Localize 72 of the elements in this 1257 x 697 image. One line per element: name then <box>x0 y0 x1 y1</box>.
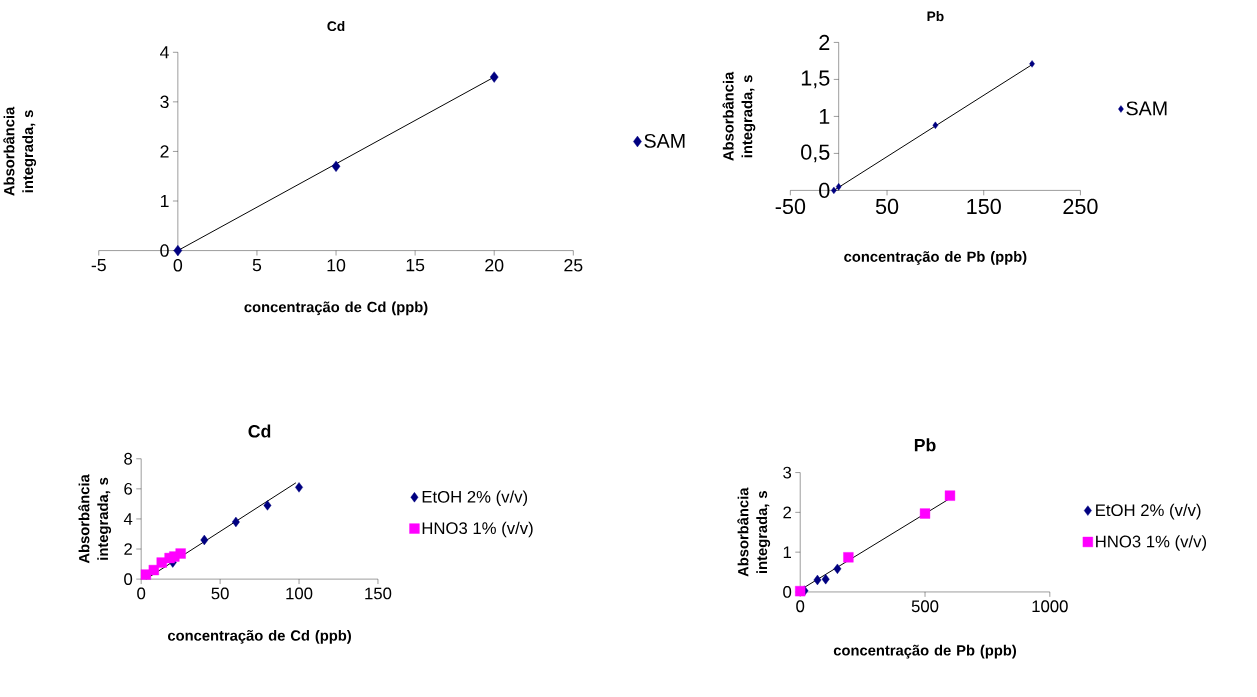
y-tick-label: 0 <box>160 244 169 258</box>
y-tick-label: 2 <box>160 145 169 158</box>
y-tick-label: 0 <box>124 573 133 586</box>
y-tick-label: 3 <box>783 466 792 479</box>
y-tick-label: 0 <box>819 182 830 199</box>
point <box>919 508 931 519</box>
point <box>835 183 842 191</box>
point <box>932 121 939 130</box>
x-tick-label: 50 <box>875 199 899 215</box>
x-tick-label: 0 <box>173 259 183 272</box>
x-tick-label: 100 <box>286 587 313 600</box>
point <box>944 490 956 502</box>
point <box>148 565 159 576</box>
y-axis-title: Absorbância integrada, s <box>3 106 37 196</box>
x-tick-label: 5 <box>252 259 262 272</box>
point <box>173 245 183 257</box>
y-axis-title: Absorbância integrada, s <box>78 474 112 564</box>
x-axis-title: concentração de Cd (ppb) <box>167 630 351 644</box>
chart-title: Cd <box>327 21 345 32</box>
x-axis-title: concentração de Cd (ppb) <box>244 301 428 316</box>
x-tick-label: 1000 <box>1032 600 1068 613</box>
point <box>489 71 499 83</box>
x-tick-label: 500 <box>911 600 939 613</box>
chart-title: Pb <box>914 438 936 452</box>
y-tick-label: 6 <box>124 483 133 495</box>
y-tick-label: 8 <box>124 453 133 465</box>
legend-label: EtOH 2% (v/v) <box>422 490 528 507</box>
point <box>813 575 822 586</box>
y-axis-title: Absorbância integrada, s <box>722 71 756 161</box>
point <box>1029 60 1035 68</box>
point <box>295 482 303 493</box>
y-tick-label: 4 <box>123 513 133 525</box>
legend-label: SAM <box>1126 101 1167 116</box>
y-axis-title: Absorbância integrada, s <box>737 487 771 577</box>
x-tick-label: 25 <box>564 259 583 272</box>
x-tick-label: 10 <box>327 259 346 272</box>
point <box>331 160 341 173</box>
x-tick-label: -50 <box>775 199 806 215</box>
chart-title: Cd <box>248 424 271 438</box>
legend-label: HNO3 1% (v/v) <box>1096 535 1207 551</box>
y-tick-label: 2 <box>819 35 830 51</box>
y-tick-label: 3 <box>160 95 169 109</box>
x-tick-label: 0 <box>137 587 146 600</box>
point <box>175 548 186 559</box>
x-tick-label: -5 <box>91 259 106 272</box>
y-tick-label: 4 <box>160 46 169 59</box>
point <box>833 563 842 575</box>
x-tick-label: 250 <box>1063 199 1098 215</box>
y-tick-label: 2 <box>124 543 132 556</box>
chart-title: Pb <box>927 11 944 22</box>
legend-label: SAM <box>644 134 685 149</box>
x-tick-label: 50 <box>211 587 229 600</box>
y-tick-label: 1,5 <box>801 70 830 89</box>
x-axis-title: concentração de Pb (ppb) <box>844 251 1027 266</box>
point <box>232 517 240 528</box>
point <box>795 586 806 597</box>
x-tick-label: 150 <box>967 199 1001 215</box>
y-tick-label: 2 <box>783 506 791 519</box>
point <box>821 574 830 585</box>
x-tick-label: 15 <box>406 259 425 272</box>
y-tick-label: 1 <box>819 109 830 125</box>
x-tick-label: 20 <box>485 259 504 272</box>
y-tick-label: 1 <box>783 546 791 559</box>
legend-label: EtOH 2% (v/v) <box>1096 504 1201 520</box>
x-tick-label: 150 <box>365 587 392 600</box>
legend-label: HNO3 1% (v/v) <box>422 522 533 538</box>
x-axis-title: concentração de Pb (ppb) <box>833 644 1017 659</box>
y-tick-label: 0,5 <box>801 144 830 163</box>
point <box>200 535 209 546</box>
point <box>843 552 854 563</box>
point <box>263 500 272 511</box>
y-tick-label: 1 <box>160 195 169 208</box>
